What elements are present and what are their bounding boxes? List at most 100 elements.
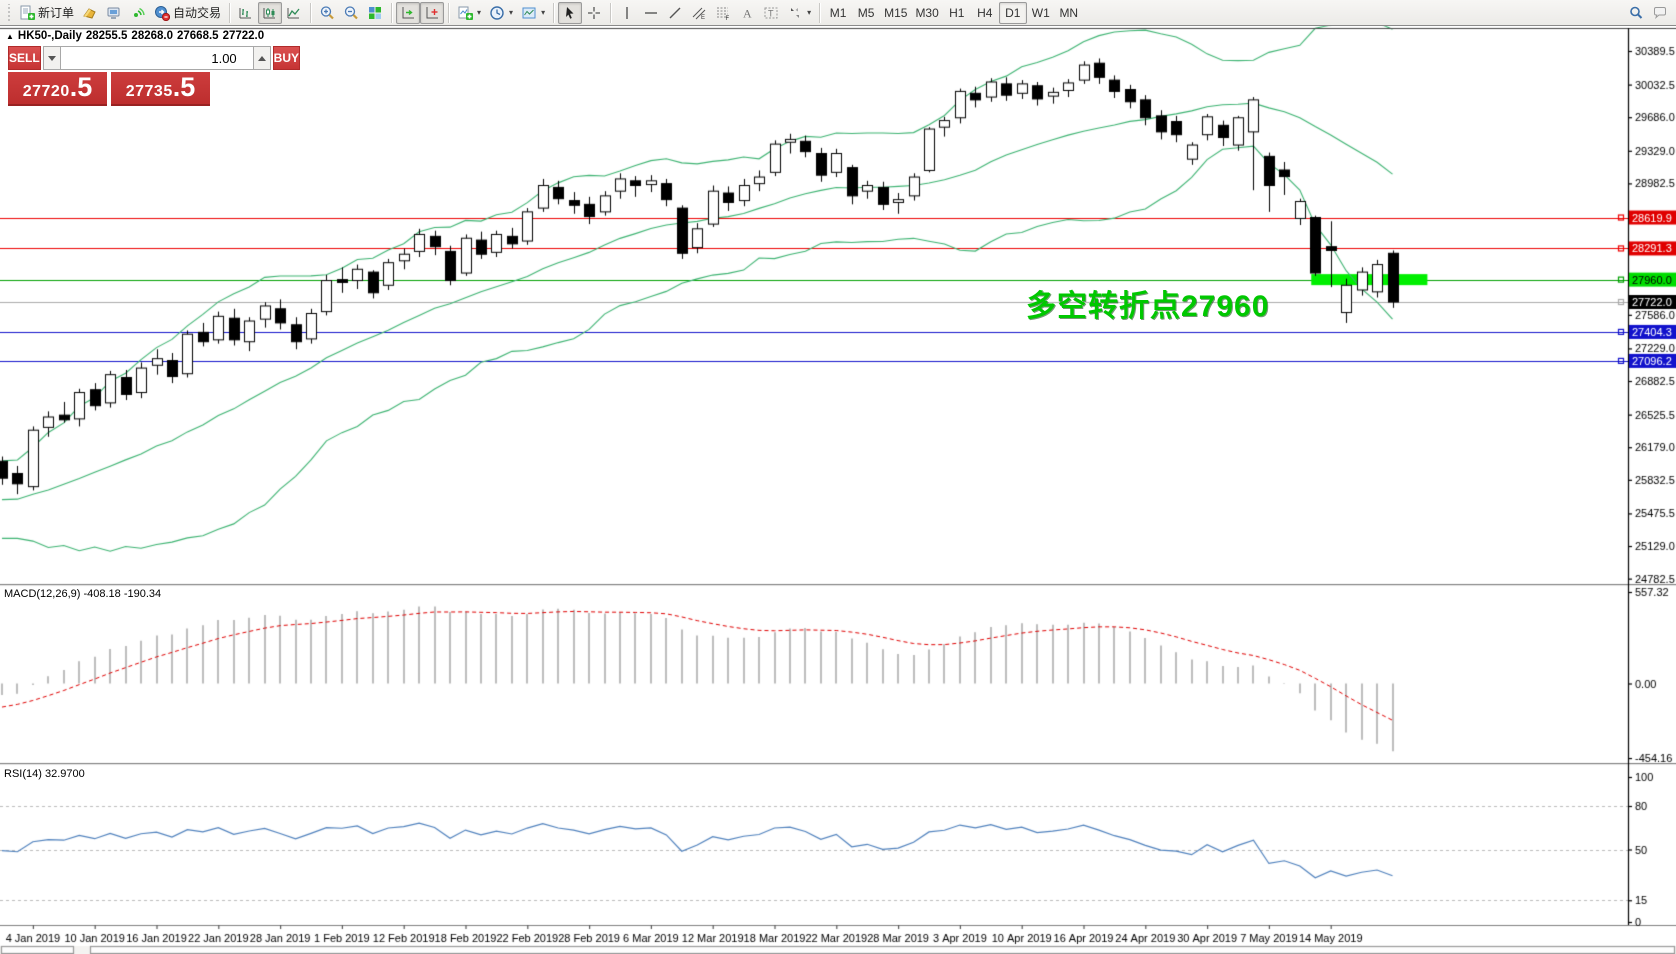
arrows-icon xyxy=(791,7,800,18)
timeframe-m5-button[interactable]: M5 xyxy=(852,2,880,24)
zoom-out-button[interactable] xyxy=(339,2,363,24)
vps-icon xyxy=(107,7,120,19)
macd-values: -408.18 -190.34 xyxy=(83,588,162,600)
periods-button[interactable]: ▾ xyxy=(485,2,517,24)
chat-button[interactable] xyxy=(1648,2,1672,24)
fibonacci-button[interactable]: F xyxy=(711,2,735,24)
volume-increase-button[interactable] xyxy=(252,46,271,70)
toolbar-separator xyxy=(448,2,450,23)
toolbar-separator xyxy=(610,2,612,23)
fibonacci-icon: F xyxy=(717,7,730,21)
profiles-button[interactable] xyxy=(78,2,102,24)
svg-text:T: T xyxy=(768,8,774,18)
timeframe-m30-button[interactable]: M30 xyxy=(911,2,942,24)
chevron-down-icon: ▾ xyxy=(477,8,482,17)
timeframe-m15-button[interactable]: M15 xyxy=(880,2,911,24)
text-label-button[interactable]: T xyxy=(759,2,783,24)
auto-scroll-button[interactable] xyxy=(396,1,421,24)
profiles-icon xyxy=(83,7,96,19)
bar-chart-icon xyxy=(239,7,252,18)
tile-windows-icon xyxy=(369,6,382,19)
buy-price: 27735 xyxy=(125,83,173,100)
rsi-indicator-label: RSI(14) 32.9700 xyxy=(4,768,85,780)
arrows-button[interactable]: ▾ xyxy=(783,2,815,24)
svg-text:F: F xyxy=(726,16,730,21)
toolbar-separator xyxy=(310,2,312,23)
sell-price: 27720 xyxy=(22,83,70,100)
volume-decrease-button[interactable] xyxy=(42,46,61,70)
indicators-icon xyxy=(458,6,474,20)
symbol-period-label: HK50-,Daily xyxy=(17,30,82,42)
text-icon: A xyxy=(743,6,752,20)
zoom-out-icon xyxy=(344,5,358,19)
toolbar-separator xyxy=(391,2,393,23)
rsi-value: 32.9700 xyxy=(44,768,85,780)
autotrading-label: 自动交易 xyxy=(173,6,222,20)
search-button[interactable] xyxy=(1624,2,1648,24)
zoom-in-button[interactable] xyxy=(315,2,339,24)
signals-button[interactable] xyxy=(126,2,150,24)
periods-icon xyxy=(490,5,504,20)
ohlc-close: 27722.0 xyxy=(222,30,265,42)
volume-stepper xyxy=(42,46,271,70)
templates-button[interactable]: ▾ xyxy=(517,2,549,24)
new-order-button[interactable]: 新订单 xyxy=(15,2,78,24)
vertical-line-icon xyxy=(626,6,628,19)
cursor-button[interactable] xyxy=(558,1,583,24)
line-chart-button[interactable] xyxy=(282,2,306,24)
timeframe-m1-button[interactable]: M1 xyxy=(824,2,852,24)
horizontal-line-icon xyxy=(645,11,658,14)
toolbar-grip xyxy=(7,3,12,22)
svg-text:A: A xyxy=(743,6,752,20)
chat-icon xyxy=(1654,6,1666,19)
sell-price-button[interactable]: 27720.5 xyxy=(8,72,107,106)
ohlc-high: 28268.0 xyxy=(131,30,173,42)
chart-shift-button[interactable] xyxy=(420,1,445,24)
ohlc-low: 27668.5 xyxy=(177,30,219,42)
new-order-label: 新订单 xyxy=(38,6,75,20)
new-order-icon xyxy=(20,5,35,20)
chart-shift-icon xyxy=(426,6,439,18)
text-label-icon: T xyxy=(764,7,778,18)
toolbar-separator xyxy=(819,2,821,23)
autotrading-button[interactable]: 自动交易 xyxy=(150,2,225,24)
toolbar: 新订单 自动交易 xyxy=(0,0,1676,26)
timeframe-h4-button[interactable]: H4 xyxy=(971,2,999,24)
svg-text:E: E xyxy=(701,15,705,21)
timeframe-w1-button[interactable]: W1 xyxy=(1027,2,1055,24)
collapse-panel-icon[interactable]: ▲ xyxy=(6,32,14,41)
indicators-button[interactable]: ▾ xyxy=(453,2,485,24)
line-chart-icon xyxy=(287,7,300,18)
volume-input[interactable] xyxy=(60,46,253,70)
timeframe-d1-button[interactable]: D1 xyxy=(998,1,1027,24)
tile-windows-button[interactable] xyxy=(363,2,387,24)
bar-chart-button[interactable] xyxy=(234,2,258,24)
trendline-button[interactable] xyxy=(663,2,687,24)
chevron-down-icon: ▾ xyxy=(541,8,546,17)
timeframe-mn-button[interactable]: MN xyxy=(1055,2,1083,24)
equidistant-channel-button[interactable]: E xyxy=(687,2,711,24)
search-icon xyxy=(1630,6,1643,19)
buy-price-fraction: .5 xyxy=(172,72,196,102)
vertical-line-button[interactable] xyxy=(615,2,639,24)
text-button[interactable]: A xyxy=(735,2,759,24)
trendline-icon xyxy=(669,7,681,18)
autotrading-icon xyxy=(155,5,171,21)
sell-button[interactable]: SELL xyxy=(8,46,41,70)
chart-title: ▲ HK50-,Daily 28255.5 28268.0 27668.5 27722.0 xyxy=(6,30,268,42)
candlestick-chart-button[interactable] xyxy=(258,1,283,24)
crosshair-button[interactable] xyxy=(582,2,606,24)
macd-indicator-label: MACD(12,26,9) -408.18 -190.34 xyxy=(4,588,162,600)
one-click-trading-panel: SELL BUY 27720.5 27735.5 xyxy=(8,46,301,106)
timeframe-h1-button[interactable]: H1 xyxy=(943,2,971,24)
buy-price-button[interactable]: 27735.5 xyxy=(111,72,210,106)
channel-icon: E xyxy=(692,7,706,21)
toolbar-separator xyxy=(229,2,231,23)
candlestick-chart-icon xyxy=(263,7,276,18)
buy-button[interactable]: BUY xyxy=(272,46,301,70)
triangle-up-icon xyxy=(257,55,266,61)
vps-button[interactable] xyxy=(102,2,126,24)
horizontal-line-button[interactable] xyxy=(639,2,663,24)
